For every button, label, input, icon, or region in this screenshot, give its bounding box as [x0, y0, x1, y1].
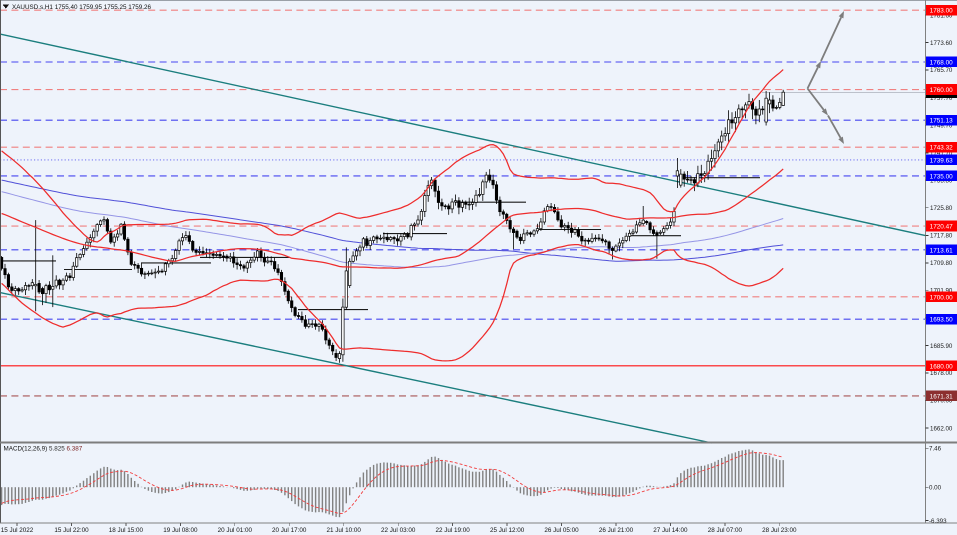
- svg-text:1700.00: 1700.00: [930, 294, 954, 301]
- svg-text:1678.00: 1678.00: [930, 370, 953, 377]
- svg-text:1783.00: 1783.00: [930, 8, 954, 15]
- svg-text:26 Jul 21:00: 26 Jul 21:00: [599, 527, 634, 534]
- svg-text:1757.70: 1757.70: [930, 95, 953, 102]
- svg-text:1680.00: 1680.00: [930, 363, 954, 370]
- svg-text:0.00: 0.00: [929, 485, 942, 492]
- svg-text:22 Jul 03:00: 22 Jul 03:00: [381, 527, 416, 534]
- svg-text:1662.00: 1662.00: [930, 425, 953, 432]
- svg-text:1671.31: 1671.31: [930, 393, 954, 400]
- svg-text:1693.50: 1693.50: [930, 317, 954, 324]
- svg-text:15 Jul 2022: 15 Jul 2022: [1, 527, 34, 534]
- svg-text:1717.80: 1717.80: [930, 233, 953, 240]
- svg-text:1709.80: 1709.80: [930, 260, 953, 267]
- svg-text:1701.90: 1701.90: [930, 288, 953, 295]
- svg-text:15 Jul 22:00: 15 Jul 22:00: [54, 527, 89, 534]
- svg-text:1765.70: 1765.70: [930, 67, 953, 74]
- svg-text:28 Jul 23:00: 28 Jul 23:00: [762, 527, 797, 534]
- svg-text:18 Jul 15:00: 18 Jul 15:00: [109, 527, 144, 534]
- svg-text:1725.80: 1725.80: [930, 205, 953, 212]
- svg-text:19 Jul 08:00: 19 Jul 08:00: [163, 527, 198, 534]
- svg-text:1773.60: 1773.60: [930, 40, 953, 47]
- svg-text:1743.32: 1743.32: [930, 145, 954, 152]
- svg-text:XAUUSD.s,H1 1755.40 1759.95 17: XAUUSD.s,H1 1755.40 1759.95 1755.25 1759…: [12, 4, 151, 11]
- svg-text:1720.47: 1720.47: [930, 224, 954, 231]
- svg-text:1760.00: 1760.00: [930, 87, 954, 94]
- svg-text:1781.60: 1781.60: [930, 12, 953, 19]
- svg-text:1735.00: 1735.00: [930, 173, 954, 180]
- svg-text:20 Jul 17:00: 20 Jul 17:00: [272, 527, 307, 534]
- svg-text:1713.61: 1713.61: [930, 247, 954, 254]
- svg-text:1768.00: 1768.00: [930, 60, 954, 67]
- svg-text:21 Jul 10:00: 21 Jul 10:00: [327, 527, 362, 534]
- svg-text:1670.00: 1670.00: [930, 398, 953, 405]
- svg-text:1741.70: 1741.70: [930, 150, 953, 157]
- svg-text:1749.70: 1749.70: [930, 123, 953, 130]
- svg-text:25 Jul 12:00: 25 Jul 12:00: [490, 527, 525, 534]
- svg-text:22 Jul 19:00: 22 Jul 19:00: [435, 527, 470, 534]
- svg-text:27 Jul 14:00: 27 Jul 14:00: [653, 527, 688, 534]
- svg-text:20 Jul 01:00: 20 Jul 01:00: [218, 527, 253, 534]
- svg-text:1739.63: 1739.63: [930, 157, 954, 164]
- svg-text:28 Jul 07:00: 28 Jul 07:00: [708, 527, 743, 534]
- svg-text:1751.13: 1751.13: [930, 118, 954, 125]
- svg-text:MACD(12,26,9) 5.825 6.387: MACD(12,26,9) 5.825 6.387: [4, 446, 83, 453]
- svg-text:-6.393: -6.393: [929, 518, 947, 525]
- svg-text:7.46: 7.46: [929, 446, 942, 453]
- svg-text:26 Jul 05:00: 26 Jul 05:00: [544, 527, 579, 534]
- svg-text:1685.90: 1685.90: [930, 343, 953, 350]
